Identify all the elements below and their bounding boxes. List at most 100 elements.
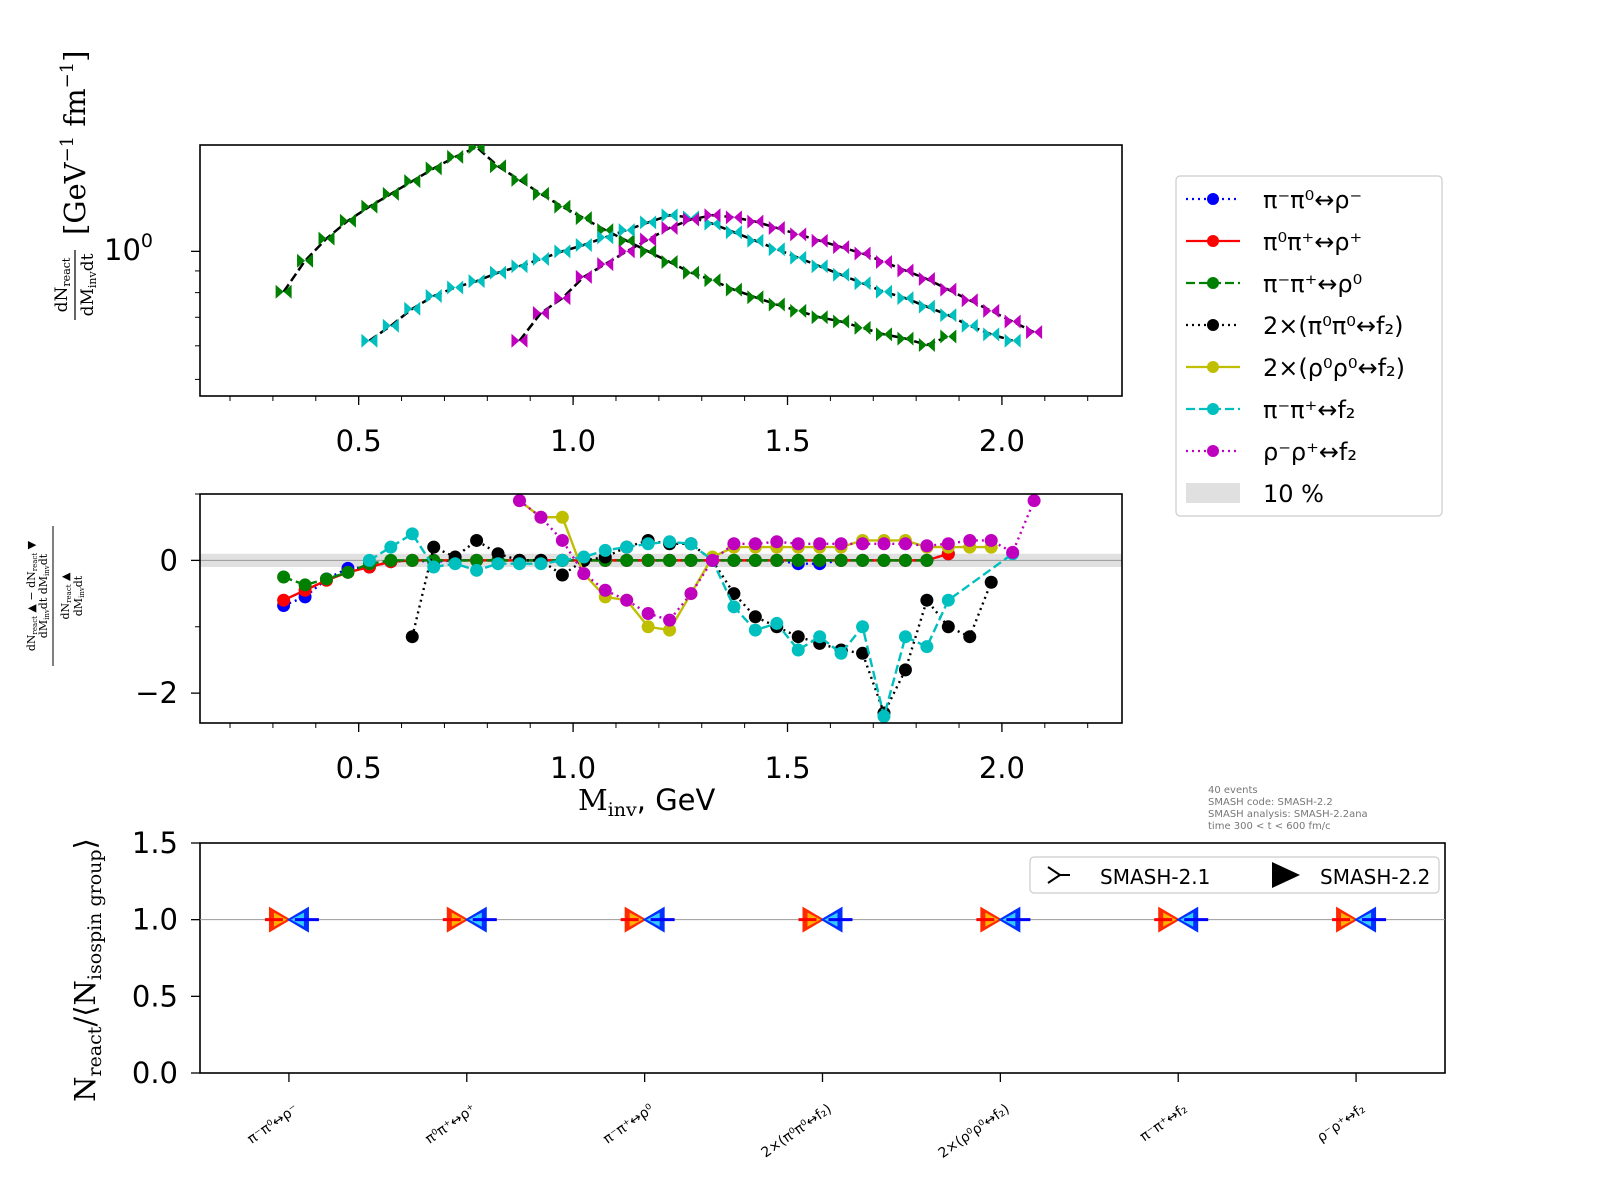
middle-y-tick-label: 0	[160, 543, 178, 577]
middle-point	[277, 570, 291, 584]
middle-point	[813, 553, 827, 567]
top-point-left	[490, 265, 499, 280]
top-point-right	[905, 331, 914, 346]
middle-point	[512, 494, 526, 508]
info-text: 40 events SMASH code: SMASH-2.2 SMASH an…	[1208, 785, 1368, 832]
middle-point	[770, 553, 784, 567]
top-point-left	[382, 186, 391, 201]
middle-point	[427, 540, 441, 554]
top-point-left	[468, 145, 477, 155]
top-point-left	[425, 161, 434, 176]
middle-point	[813, 537, 827, 551]
top-point-left	[361, 333, 370, 348]
top-point-left	[897, 331, 906, 346]
svg-text:dMinvdt: dMinvdt	[72, 575, 86, 616]
middle-point	[470, 563, 484, 577]
top-point-right	[305, 253, 314, 268]
middle-point	[598, 583, 612, 597]
top-point-right	[883, 284, 892, 299]
smash-2-1-legend-label: SMASH-2.1	[1100, 865, 1210, 889]
middle-point	[598, 543, 612, 557]
top-point-left	[683, 212, 692, 227]
top-point-right	[412, 301, 421, 316]
top-y-label: dNreact dMinvdt [GeV−1 fm−1]	[52, 51, 99, 320]
smash-2-1-legend-marker	[1047, 866, 1070, 884]
top-point-left	[640, 232, 649, 247]
top-x-tick-label: 1.0	[550, 424, 596, 458]
top-point-left	[361, 199, 370, 214]
middle-point	[748, 623, 762, 637]
middle-point	[813, 630, 827, 644]
bottom-legend-box	[1029, 856, 1440, 894]
bottom-y-label: Nreact/⟨Nisospin group⟩	[68, 838, 106, 1102]
top-point-right	[969, 318, 978, 333]
top-point-right	[712, 208, 721, 223]
middle-point	[470, 553, 484, 567]
top-point-left	[404, 301, 413, 316]
bottom-x-tick-label: π⁻π⁰↔ρ⁻	[245, 1101, 302, 1147]
middle-point	[555, 568, 569, 582]
top-point-left	[1026, 325, 1035, 340]
top-point-right	[1012, 314, 1021, 329]
smash-2-2-legend-marker	[1272, 862, 1300, 888]
top-point-left	[854, 320, 863, 335]
top-point-right	[433, 161, 442, 176]
top-point-left	[1004, 333, 1013, 348]
middle-point	[920, 553, 934, 567]
top-series-line	[518, 213, 1035, 342]
middle-point	[727, 600, 741, 614]
top-point-left	[511, 333, 520, 348]
middle-point	[834, 537, 848, 551]
top-point-right	[948, 308, 957, 323]
top-point-left	[940, 308, 949, 323]
top-point-left	[790, 250, 799, 265]
top-point-right	[862, 320, 871, 335]
middle-point	[555, 553, 569, 567]
top-point-left	[940, 329, 949, 344]
legend-marker	[1207, 277, 1219, 289]
middle-x-tick-label: 1.0	[550, 751, 596, 785]
middle-point	[577, 550, 591, 564]
middle-point	[663, 613, 677, 627]
middle-point	[856, 553, 870, 567]
svg-text:40 events: 40 events	[1208, 785, 1258, 796]
middle-point	[770, 616, 784, 630]
top-point-right	[948, 329, 957, 344]
top-point-left	[447, 149, 456, 164]
top-point-left	[811, 259, 820, 274]
middle-x-tick-label: 0.5	[336, 751, 382, 785]
top-point-left	[875, 254, 884, 269]
top-point-right	[648, 232, 657, 247]
middle-point	[620, 540, 634, 554]
top-point-right	[583, 269, 592, 284]
top-point-right	[326, 231, 335, 246]
top-point-right	[969, 293, 978, 308]
middle-point	[1006, 545, 1020, 559]
top-point-left	[447, 280, 456, 295]
top-point-right	[841, 314, 850, 329]
top-point-left	[897, 291, 906, 306]
middle-x-label: Minv, GeV	[578, 783, 716, 821]
svg-text:dNreact ▲: dNreact ▲	[59, 572, 73, 620]
top-point-left	[918, 272, 927, 287]
middle-point	[727, 587, 741, 601]
top-point-right	[455, 280, 464, 295]
top-point-right	[648, 244, 657, 259]
middle-point	[963, 630, 977, 644]
top-point-right	[776, 220, 785, 235]
svg-text:time 300 < t < 600 fm/c: time 300 < t < 600 fm/c	[1208, 821, 1331, 832]
top-point-left	[339, 213, 348, 228]
top-point-right	[583, 211, 592, 226]
top-point-right	[626, 223, 635, 238]
middle-plot-area	[200, 494, 1122, 723]
middle-point	[384, 553, 398, 567]
top-point-left	[790, 227, 799, 242]
legend-label: π⁻π⁰↔ρ⁻	[1263, 186, 1362, 214]
middle-point	[620, 593, 634, 607]
top-point-left	[318, 231, 327, 246]
top-point-left	[961, 318, 970, 333]
top-point-right	[905, 263, 914, 278]
top-series	[275, 145, 1043, 352]
top-point-left	[747, 214, 756, 229]
top-point-right	[498, 265, 507, 280]
